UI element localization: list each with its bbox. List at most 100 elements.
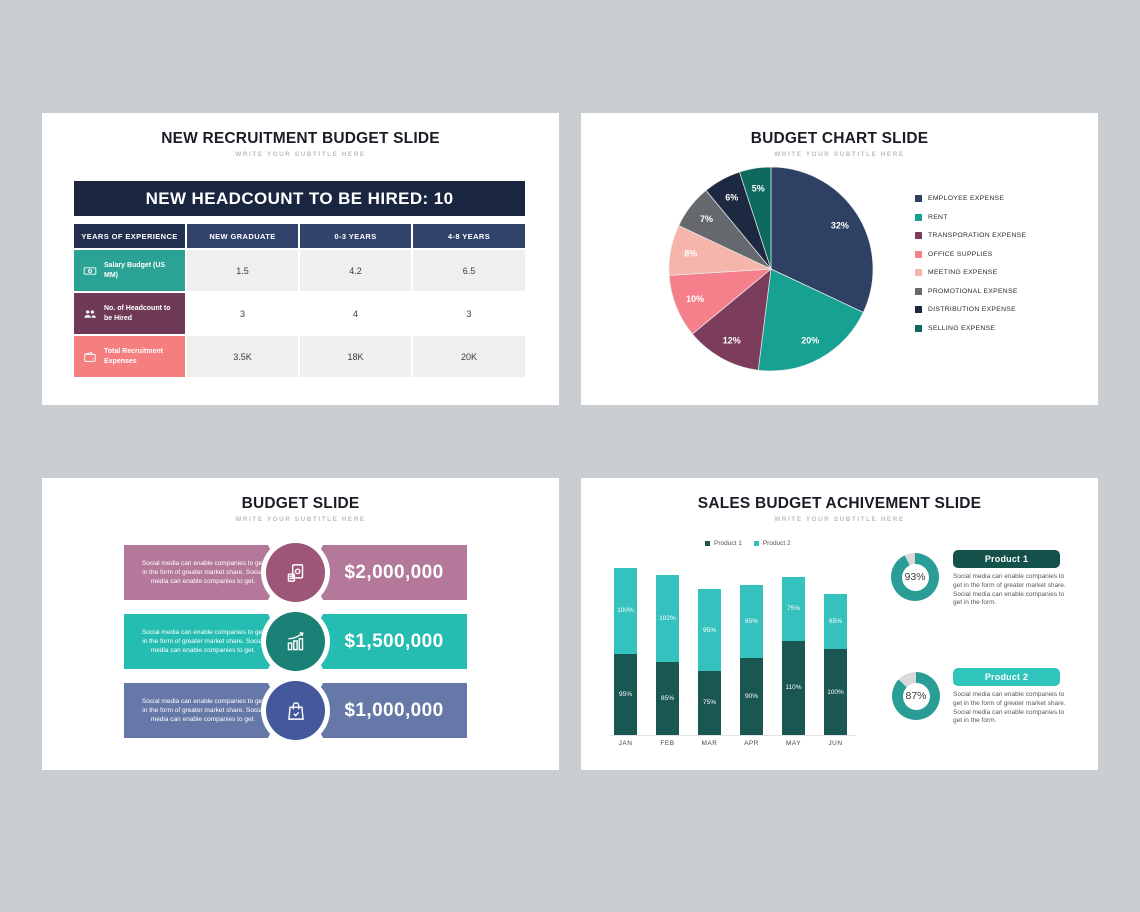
x-axis-tick-label: APR <box>744 740 759 747</box>
budget-item-2: Social media can enable companies to get… <box>124 612 467 671</box>
bar-segment-product-2: 75% <box>782 576 805 641</box>
slide-subtitle: WRITE YOUR SUBTITLE HERE <box>235 516 366 523</box>
slide-subtitle: WRITE YOUR SUBTITLE HERE <box>235 151 366 158</box>
pie-slice-transporation-expense <box>691 268 772 371</box>
pie-legend: EMPLOYEE EXPENSE RENT TRANSPORATION EXPENS… <box>915 195 1026 332</box>
row-label-text: No. of Headcount to be Hired <box>104 305 171 322</box>
headcount-banner: NEW HEADCOUNT TO BE HIRED: 10 <box>74 181 525 216</box>
pie-data-label: 5% <box>752 183 765 193</box>
legend-label: EMPLOYEE EXPENSE <box>928 195 1005 202</box>
x-axis-tick-label: MAY <box>785 740 802 747</box>
slide-thumbnail-budget-chart[interactable]: BUDGET CHART SLIDE WRITE YOUR SUBTITLE H… <box>581 113 1098 405</box>
slide-title: SALES BUDGET ACHIVEMENT SLIDE <box>697 495 982 512</box>
pie-data-label: 20% <box>801 336 819 346</box>
legend-item-employee-expense: EMPLOYEE EXPENSE <box>915 195 1026 202</box>
bar-segment-product-2: 102% <box>656 574 679 663</box>
shopping-bag-icon <box>266 681 325 740</box>
budget-amount: $1,500,000 <box>344 630 444 652</box>
bar-value-label: 85% <box>660 695 674 703</box>
table-cell: 3 <box>187 293 298 334</box>
budget-item-amount-panel: $2,000,000 <box>309 545 467 600</box>
legend-label: MEETING EXPENSE <box>928 269 998 276</box>
bar-segment-product-1: 100% <box>824 649 847 735</box>
row-label-text: Salary Budget (US MM) <box>104 262 166 279</box>
row-label-text: Total Recruitment Expenses <box>104 348 163 365</box>
bar-value-label: 100% <box>827 688 844 696</box>
slide-title: BUDGET CHART SLIDE <box>750 130 929 147</box>
product1-description: Social media can enable companies to get… <box>953 573 1066 607</box>
legend-label: DISTRIBUTION EXPENSE <box>928 306 1016 313</box>
budget-item-3: Social media can enable companies to get… <box>124 681 467 740</box>
expense-pie-chart: 32% 20% 12% 10% 8% 7% 6% 5% <box>668 166 874 372</box>
slide-title: BUDGET SLIDE <box>241 495 360 512</box>
donut-center: 87% <box>902 682 930 710</box>
table-cell: 4 <box>300 293 411 334</box>
legend-swatch <box>915 306 922 313</box>
bar-column-may: 75% 110% MAY <box>782 568 805 747</box>
money-stack-icon <box>266 543 325 602</box>
bar-value-label: 90% <box>744 692 758 700</box>
budget-item-amount-panel: $1,500,000 <box>309 614 467 669</box>
pie-data-label: 32% <box>831 220 849 230</box>
slide-subtitle: WRITE YOUR SUBTITLE HERE <box>774 516 905 523</box>
legend-swatch <box>915 287 922 295</box>
slide-thumbnail-sales[interactable]: SALES BUDGET ACHIVEMENT SLIDE WRITE YOUR… <box>581 478 1098 770</box>
pie-data-label: 10% <box>686 294 704 304</box>
bar-column-mar: 95% 75% MAR <box>698 568 721 747</box>
bar-value-label: 95% <box>702 626 716 634</box>
product1-donut-chart: 93% <box>891 553 939 601</box>
x-axis-tick-label: MAR <box>701 740 718 747</box>
growth-chart-icon <box>266 612 325 671</box>
product2-description: Social media can enable companies to get… <box>953 691 1066 725</box>
banknote-icon <box>83 264 97 278</box>
pie-slice-selling-expense <box>739 166 772 270</box>
table-cell: 1.5 <box>187 250 298 291</box>
legend-item-product-1: Product 1 <box>705 540 742 547</box>
bar-value-label: 65% <box>828 618 842 626</box>
budget-item-amount-panel: $1,000,000 <box>309 683 467 738</box>
legend-item-distribution-expense: DISTRIBUTION EXPENSE <box>915 306 1026 313</box>
table-header-new-graduate: NEW GRADUATE <box>187 224 298 248</box>
legend-label: OFFICE SUPPLIES <box>928 250 993 258</box>
bar-value-label: 95% <box>618 690 632 698</box>
legend-label: PROMOTIONAL EXPENSE <box>928 287 1018 295</box>
bar-value-label: 75% <box>786 605 800 613</box>
slide-thumbnail-budget[interactable]: BUDGET SLIDE WRITE YOUR SUBTITLE HERE So… <box>42 478 559 770</box>
slide-subtitle: WRITE YOUR SUBTITLE HERE <box>774 151 905 158</box>
bar-value-label: 85% <box>744 618 758 625</box>
budget-items: Social media can enable companies to get… <box>124 543 467 752</box>
bar-column-feb: 102% 85% FEB <box>656 568 679 747</box>
legend-item-product-2: Product 2 <box>753 540 791 547</box>
row-label-total-expenses: Total Recruitment Expenses <box>74 336 185 377</box>
legend-swatch <box>915 195 922 202</box>
bar-segment-product-1: 85% <box>656 662 679 735</box>
budget-amount: $1,000,000 <box>344 699 444 721</box>
legend-item-promotional-expense: PROMOTIONAL EXPENSE <box>915 287 1026 295</box>
budget-amount: $2,000,000 <box>344 561 444 583</box>
legend-swatch <box>915 250 922 258</box>
donut-center: 93% <box>901 563 929 591</box>
x-axis-tick-label: FEB <box>660 740 675 747</box>
legend-swatch <box>915 213 922 221</box>
wallet-icon <box>83 350 97 364</box>
table-header-0-3-years: 0-3 YEARS <box>300 224 411 248</box>
budget-item-text-panel: Social media can enable companies to get… <box>124 614 282 669</box>
legend-swatch <box>915 324 922 332</box>
table-cell: 3 <box>413 293 525 334</box>
stacked-bar-chart: 100% 95% JAN 102% 85% FEB 95% 75% MAR 85% 90% APR 75… <box>614 568 847 747</box>
bar-column-jan: 100% 95% JAN <box>614 568 637 747</box>
legend-label: RENT <box>928 213 948 221</box>
people-icon <box>83 307 97 321</box>
slide-thumbnail-recruitment[interactable]: NEW RECRUITMENT BUDGET SLIDE WRITE YOUR … <box>42 113 559 405</box>
bar-segment-product-2: 95% <box>698 589 721 671</box>
table-cell: 6.5 <box>413 250 525 291</box>
x-axis-tick-label: JUN <box>828 740 843 747</box>
x-axis-line <box>609 735 856 736</box>
table-cell: 18K <box>300 336 411 377</box>
legend-swatch <box>705 541 710 546</box>
pie-data-label: 8% <box>684 249 697 259</box>
table-cell: 20K <box>413 336 525 377</box>
bar-segment-product-2: 100% <box>614 568 637 654</box>
bar-value-label: 100% <box>617 607 634 615</box>
